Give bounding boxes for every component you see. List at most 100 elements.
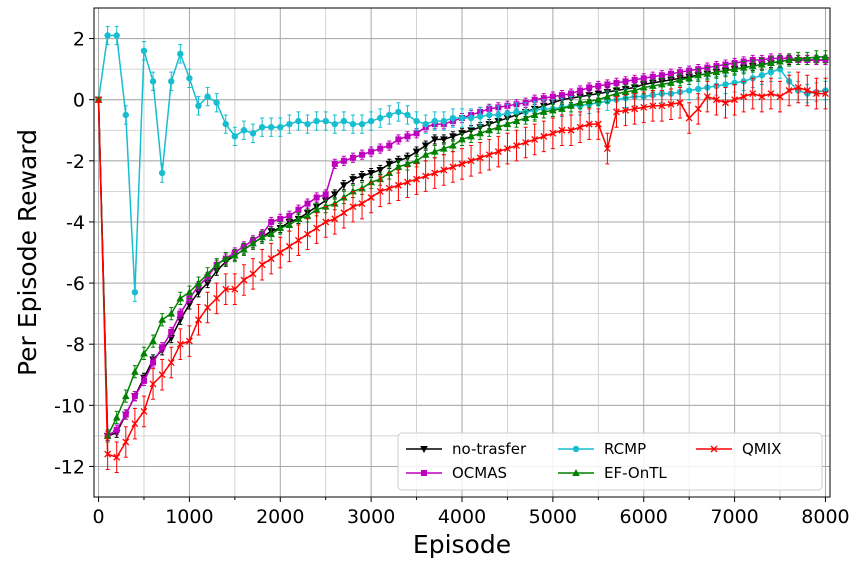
data-point [549,106,557,114]
y-tick-label: -2 [66,151,85,173]
data-point [422,120,429,128]
data-point [195,102,202,110]
data-point [377,145,384,152]
data-point [531,135,539,143]
x-tick-label: 2000 [256,506,304,528]
data-point [467,114,475,122]
data-point [249,270,257,278]
data-point [622,106,630,114]
data-point [440,144,448,152]
data-point [413,130,420,137]
data-point [249,130,257,137]
data-point [140,349,148,357]
data-point [540,132,548,140]
x-tick-label: 1000 [165,506,213,528]
data-point [649,102,657,110]
data-point [794,54,802,62]
data-point [640,75,647,82]
data-point [558,104,566,112]
data-point [113,453,121,461]
data-point [758,72,766,79]
data-point [276,224,285,232]
data-point [212,260,221,268]
data-point [658,72,665,79]
data-point [385,184,393,192]
data-point [785,55,793,63]
legend-item: RCMP [558,440,646,458]
data-point [486,111,493,119]
legend-label: OCMAS [452,464,507,482]
data-point [467,157,475,165]
data-point [504,110,511,117]
x-tick-label: 5000 [529,506,577,528]
data-point [140,377,147,384]
legend-item: no-trasfer [406,440,527,458]
data-point [549,93,556,100]
data-point [703,93,711,101]
data-point [104,450,112,458]
data-point [530,110,539,118]
data-point [667,100,675,108]
data-point [140,47,148,54]
data-point [149,337,157,345]
data-point [158,371,166,379]
data-point [394,181,402,189]
data-point [767,90,775,98]
data-point [803,87,811,94]
data-point [712,96,720,104]
data-point [476,154,484,162]
data-point [404,133,411,140]
data-point [740,93,748,101]
data-point [177,310,184,317]
data-point [394,162,403,170]
data-point [267,255,275,263]
data-point [503,145,511,153]
data-point [494,123,503,131]
data-point [312,205,321,213]
data-point [440,166,448,174]
data-point [449,141,457,149]
data-point [185,288,194,296]
data-point [376,187,384,195]
series-layer [94,25,830,474]
data-point [267,123,275,131]
data-point [821,52,830,60]
data-point [294,236,302,244]
data-point [404,111,411,119]
data-point [685,74,693,82]
data-point [295,206,302,213]
data-point [812,52,821,60]
data-point [767,68,775,76]
legend-label: no-trasfer [452,440,527,458]
data-point [285,242,293,250]
data-point [630,86,639,94]
data-point [176,294,185,302]
data-point [458,160,466,168]
data-point [349,176,357,184]
data-point [167,309,176,317]
data-point [476,113,484,120]
data-point [603,92,612,100]
data-point [376,166,385,174]
data-point [576,123,584,131]
data-point [421,142,430,150]
y-tick-label: -6 [66,273,85,295]
data-point [539,107,548,115]
data-point [222,120,229,128]
data-point [413,175,421,183]
data-point [440,117,448,125]
data-point [403,159,412,167]
data-point [658,102,666,110]
data-point [649,73,656,80]
data-point [240,276,248,284]
data-point [359,151,366,158]
x-axis-title: Episode [413,530,511,559]
data-point [485,126,494,134]
data-point [449,163,457,171]
data-point [485,151,493,159]
data-point [594,95,603,103]
data-point [185,337,193,345]
data-point [295,117,302,125]
data-point [304,200,311,207]
x-tick-label: 7000 [710,506,758,528]
